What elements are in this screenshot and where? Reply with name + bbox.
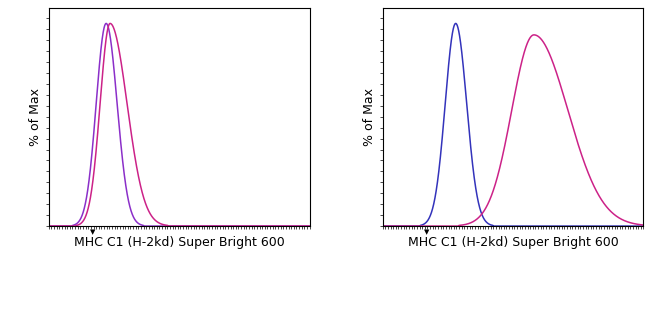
- Y-axis label: % of Max: % of Max: [29, 88, 42, 146]
- Text: ▼: ▼: [90, 229, 96, 235]
- Y-axis label: % of Max: % of Max: [363, 88, 376, 146]
- X-axis label: MHC C1 (H-2kd) Super Bright 600: MHC C1 (H-2kd) Super Bright 600: [74, 236, 285, 249]
- X-axis label: MHC C1 (H-2kd) Super Bright 600: MHC C1 (H-2kd) Super Bright 600: [408, 236, 618, 249]
- Text: ▼: ▼: [424, 229, 430, 235]
